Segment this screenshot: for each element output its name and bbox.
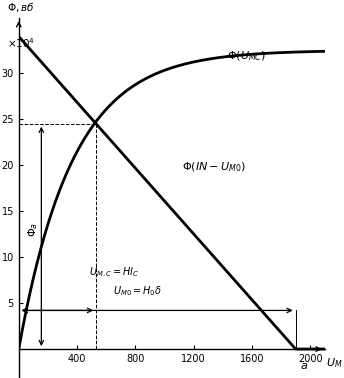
Text: $\times10^4$: $\times10^4$	[7, 37, 35, 50]
Text: $a$: $a$	[300, 361, 308, 370]
Text: $U_M$: $U_M$	[326, 356, 343, 370]
Text: $U_{M.C}=Hl_C$: $U_{M.C}=Hl_C$	[89, 265, 139, 279]
Text: $\Phi$,$\,вб$: $\Phi$,$\,вб$	[7, 0, 34, 14]
Text: $\Phi(U_{MC})$: $\Phi(U_{MC})$	[227, 50, 266, 63]
Text: $U_{M0}=H_0\delta$: $U_{M0}=H_0\delta$	[114, 284, 163, 298]
Text: $\Phi(IN-U_{M0})$: $\Phi(IN-U_{M0})$	[182, 160, 246, 174]
Text: $\Phi_a$: $\Phi_a$	[26, 222, 40, 237]
